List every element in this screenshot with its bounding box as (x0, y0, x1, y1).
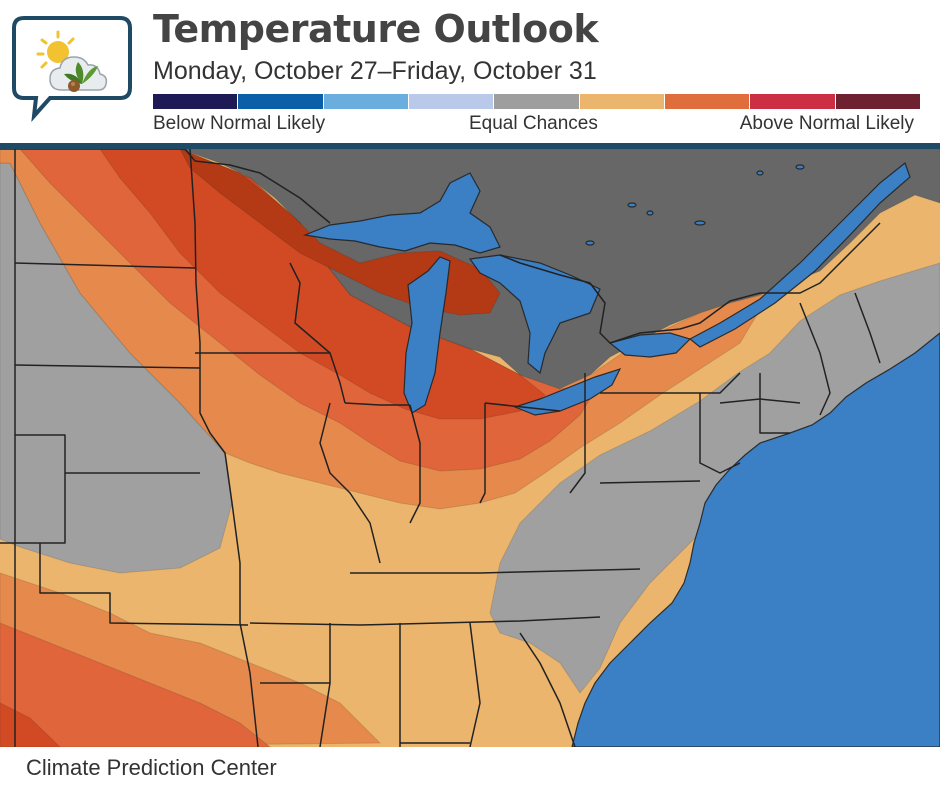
lake-michigan (403, 256, 451, 414)
legend-swatch (408, 94, 494, 109)
st-lawrence (688, 162, 911, 348)
map-top-divider (0, 143, 940, 149)
map-svg (0, 143, 940, 747)
above-tier5-region (178, 148, 501, 316)
lake-ontario (608, 332, 692, 358)
state-borders (0, 148, 881, 747)
weather-logo-icon (12, 16, 132, 123)
atlantic-ocean (571, 332, 940, 747)
legend-label-above: Above Normal Likely (739, 113, 914, 134)
legend-label-equal: Equal Chances (469, 113, 598, 134)
date-range-subtitle: Monday, October 27–Friday, October 31 (153, 57, 597, 85)
sun-icon (36, 30, 75, 69)
above-tier3-south (0, 622, 271, 747)
source-credit: Climate Prediction Center (26, 755, 277, 780)
legend-swatch (750, 94, 835, 109)
legend-swatch (664, 94, 750, 109)
color-legend-bar (153, 94, 920, 109)
plant-icon (64, 62, 98, 92)
header: Temperature Outlook Monday, October 27–F… (0, 0, 940, 143)
legend-swatch (579, 94, 664, 109)
legend-swatch (153, 94, 238, 109)
legend-swatch (323, 94, 408, 109)
page-title: Temperature Outlook (153, 7, 599, 51)
logo (10, 12, 134, 123)
legend-swatch (835, 94, 920, 109)
footer (0, 747, 940, 788)
legend-swatch (238, 94, 323, 109)
lake-superior (302, 172, 501, 254)
legend-swatch (494, 94, 579, 109)
lake-huron (468, 254, 601, 375)
lake-erie (513, 367, 622, 416)
outlook-map (0, 143, 940, 747)
small-lakes (585, 164, 805, 246)
legend-label-below: Below Normal Likely (153, 113, 326, 134)
